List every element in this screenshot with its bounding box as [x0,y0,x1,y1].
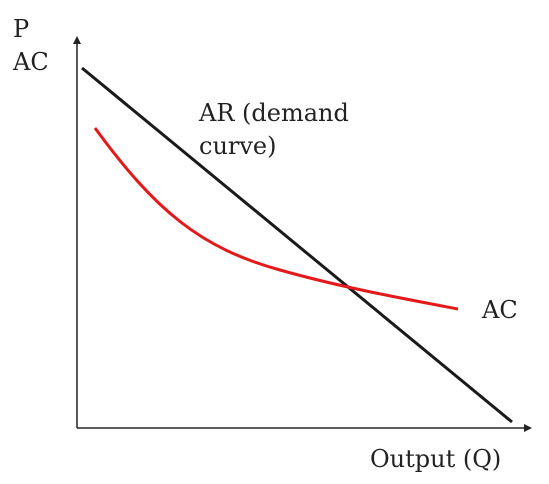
y-axis-label-p: P [13,15,29,43]
ar-curve-label: AR (demand [198,99,349,127]
ar-curve-label-continued: curve) [199,132,277,160]
y-axis-label-ac: AC [12,48,49,76]
ac-curve [93,127,459,311]
x-axis-label: Output (Q) [370,445,501,473]
ar-demand-line [81,66,513,424]
ac-curve-label: AC [481,296,518,324]
